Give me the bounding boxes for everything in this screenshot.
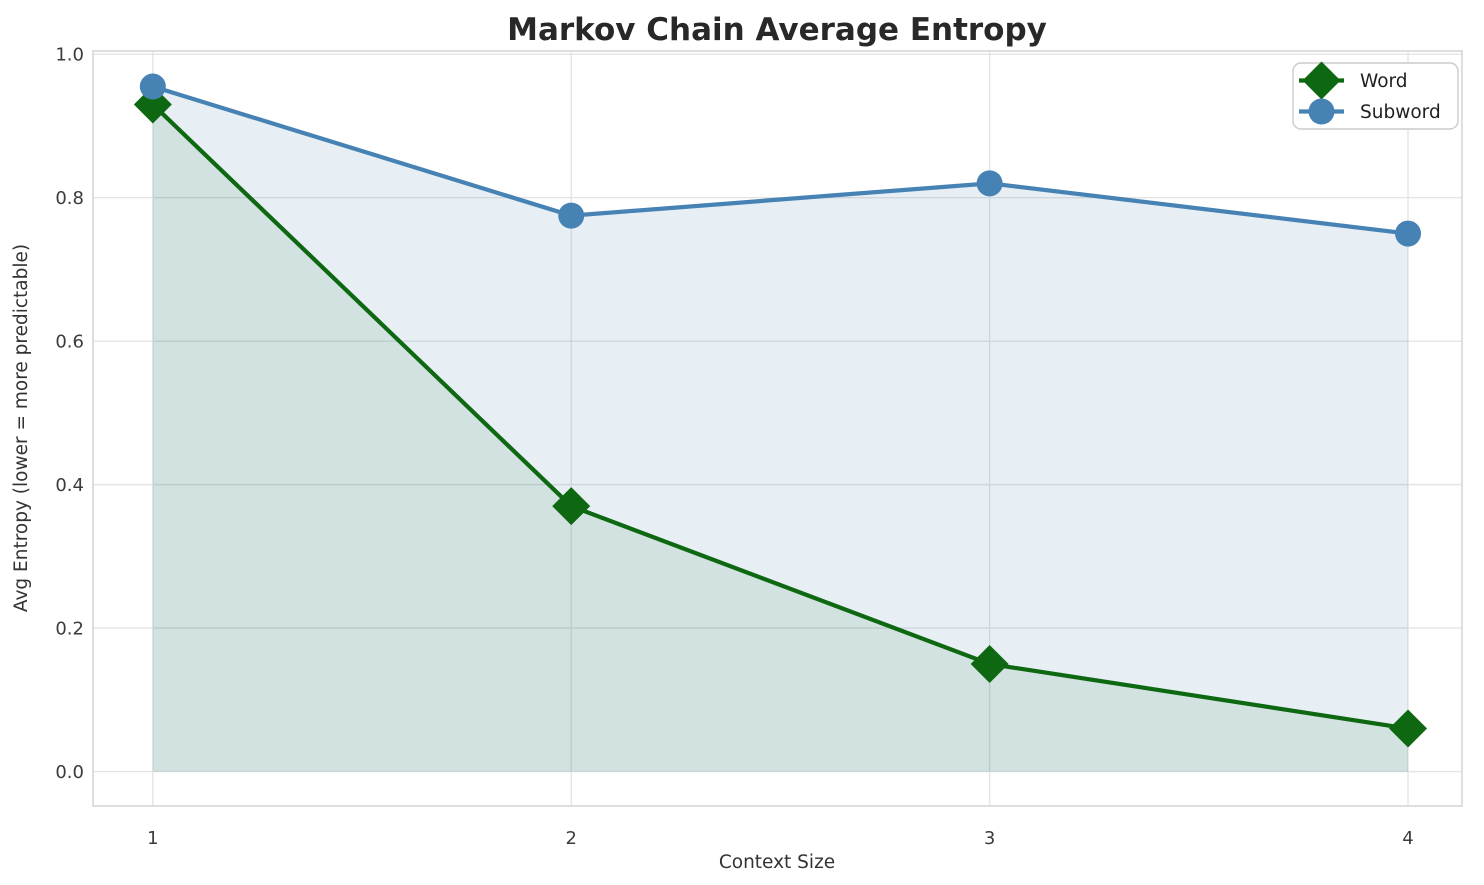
x-tick-label: 4 [1402,828,1413,849]
subword-marker [139,73,166,100]
plot-border [92,50,1463,807]
legend-label: Word [1360,71,1408,92]
x-axis-label: Context Size [719,852,835,873]
word-marker [970,644,1009,683]
y-tick-label: 0.4 [55,475,84,496]
subword-marker [976,170,1003,197]
subword-marker [1395,220,1422,247]
area-fills [152,86,1409,772]
y-axis-label: Avg Entropy (lower = more predictable) [11,244,32,612]
axis-ticks: 0.0 0.2 0.4 0.6 0.8 1.0 1 2 3 4 [55,45,1413,849]
subword-line [150,84,1411,236]
word-marker [552,487,591,526]
y-tick-label: 1.0 [55,45,84,66]
legend-word-marker [1302,61,1341,100]
chart-title: Markov Chain Average Entropy [507,12,1047,48]
legend: Word Subword [1292,61,1459,130]
y-tick-label: 0.0 [55,762,84,783]
word-line [150,102,1411,731]
subword-area-fill [152,86,1409,772]
y-tick-label: 0.2 [55,619,84,640]
y-tick-label: 0.8 [55,188,84,209]
x-tick-label: 3 [984,828,995,849]
subword-marker [558,202,585,229]
legend-label: Subword [1360,102,1441,123]
x-tick-label: 2 [566,828,577,849]
y-tick-label: 0.6 [55,332,84,353]
data-series [133,73,1428,748]
x-tick-label: 1 [147,828,158,849]
word-area-fill [152,104,1409,772]
word-marker [1389,709,1428,748]
legend-subword-marker [1308,98,1335,125]
